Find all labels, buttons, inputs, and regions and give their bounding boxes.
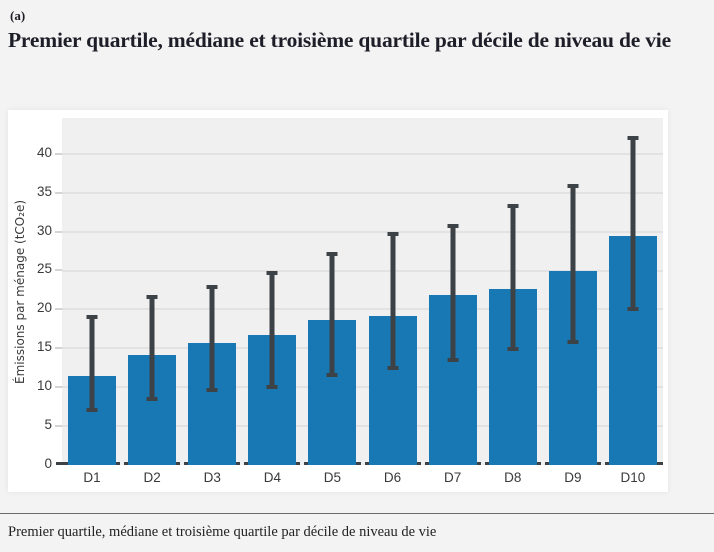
y-tick-label-25: 25 (36, 261, 52, 277)
whisker-line (630, 135, 636, 311)
quartile-whisker-D7 (446, 223, 460, 363)
x-tick-label-D10: D10 (620, 470, 646, 485)
whisker-cap-q3 (567, 184, 579, 189)
quartile-whisker-D10 (626, 135, 640, 311)
y-gridline-10 (62, 386, 663, 389)
whisker-cap-q1 (627, 306, 639, 311)
y-tick-mark-30 (55, 230, 62, 233)
whisker-cap-q3 (507, 204, 519, 209)
whisker-line (209, 285, 215, 392)
x-tick-label-D7: D7 (444, 470, 462, 485)
quartile-whisker-D4 (265, 271, 279, 389)
y-gridline-35 (62, 191, 663, 194)
quartile-whisker-D1 (85, 314, 99, 413)
y-tick-label-5: 5 (44, 417, 52, 433)
whisker-cap-q3 (146, 295, 158, 300)
y-tick-mark-10 (55, 386, 62, 389)
y-tick-mark-20 (55, 308, 62, 311)
y-gridline-25 (62, 269, 663, 272)
whisker-cap-q3 (86, 314, 98, 319)
whisker-cap-q3 (206, 285, 218, 290)
whisker-cap-q3 (387, 231, 399, 236)
x-axis-tick-gap (540, 462, 545, 465)
y-tick-mark-5 (55, 425, 62, 428)
plot-area (56, 118, 663, 465)
whisker-line (570, 184, 576, 344)
x-tick-label-D8: D8 (504, 470, 522, 485)
caption-divider-rule (0, 513, 714, 514)
y-gridline-30 (62, 230, 663, 233)
y-tick-label-10: 10 (36, 378, 52, 394)
whisker-line (510, 204, 516, 352)
y-tick-label-20: 20 (36, 300, 52, 316)
y-gridline-40 (62, 152, 663, 155)
x-tick-label-D5: D5 (323, 470, 342, 485)
y-tick-label-0: 0 (44, 456, 52, 471)
whisker-line (269, 271, 275, 389)
whisker-cap-q1 (507, 347, 519, 352)
x-tick-label-D3: D3 (203, 470, 221, 485)
x-tick-label-D9: D9 (564, 470, 582, 485)
y-axis-title: Émissions par ménage (tCO₂e) (13, 199, 27, 384)
whisker-cap-q1 (326, 373, 338, 378)
whisker-cap-q1 (447, 358, 459, 363)
y-tick-label-30: 30 (36, 222, 52, 238)
whisker-cap-q1 (86, 408, 98, 413)
whisker-line (450, 223, 456, 363)
chart-panel: Émissions par ménage (tCO₂e) 0 5 10 15 20 25 3… (8, 110, 668, 492)
whisker-cap-q1 (387, 366, 399, 371)
whisker-cap-q3 (326, 251, 338, 256)
y-tick-mark-40 (55, 152, 62, 155)
x-axis-tick-gap (480, 462, 485, 465)
quartile-whisker-D5 (325, 251, 339, 378)
figure-panel-label: (a) (10, 8, 26, 23)
x-axis-tick-gap (180, 462, 185, 465)
y-tick-mark-25 (55, 269, 62, 272)
x-axis-tick-gap (600, 462, 605, 465)
x-tick-label-D4: D4 (263, 470, 281, 485)
quartile-whisker-D3 (205, 285, 219, 392)
whisker-cap-q3 (627, 135, 639, 140)
y-tick-mark-15 (55, 347, 62, 350)
quartile-whisker-D2 (145, 295, 159, 402)
whisker-cap-q1 (206, 387, 218, 392)
x-tick-label-D1: D1 (83, 470, 101, 485)
whisker-cap-q1 (266, 384, 278, 389)
whisker-line (329, 251, 335, 378)
whisker-line (149, 295, 155, 402)
y-gridline-5 (62, 425, 663, 428)
quartile-whisker-D6 (386, 231, 400, 371)
x-tick-label-D2: D2 (143, 470, 161, 485)
whisker-cap-q3 (447, 223, 459, 228)
whisker-line (390, 231, 396, 371)
x-axis-tick-gap (420, 462, 425, 465)
y-tick-label-15: 15 (36, 339, 52, 355)
y-tick-label-40: 40 (36, 144, 52, 160)
y-tick-label-35: 35 (36, 183, 52, 199)
x-axis-tick-gap (120, 462, 125, 465)
whisker-line (89, 314, 95, 413)
x-axis-tick-gap (300, 462, 305, 465)
y-gridline-15 (62, 347, 663, 350)
x-tick-label-D6: D6 (383, 470, 402, 485)
whisker-cap-q1 (567, 339, 579, 344)
quartile-whisker-D9 (566, 184, 580, 344)
y-tick-mark-35 (55, 191, 62, 194)
x-axis-line (56, 462, 663, 465)
whisker-cap-q3 (266, 271, 278, 276)
page-title: Premier quartile, médiane et troisième q… (8, 28, 671, 52)
quartile-whisker-D8 (506, 204, 520, 352)
whisker-cap-q1 (146, 397, 158, 402)
x-axis-tick-gap (240, 462, 245, 465)
y-gridline-20 (62, 308, 663, 311)
x-axis-tick-gap (360, 462, 365, 465)
figure-caption: Premier quartile, médiane et troisième q… (8, 524, 437, 540)
